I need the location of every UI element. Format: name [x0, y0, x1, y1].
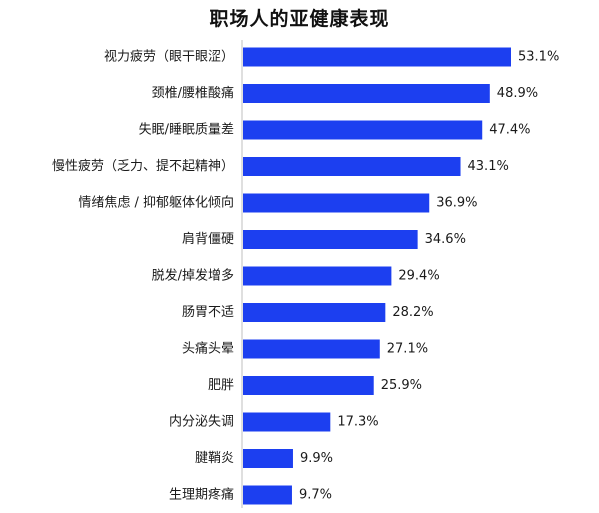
category-label-11: 腱鞘炎: [195, 451, 234, 466]
bar-10: [243, 412, 331, 432]
category-label-7: 肠胃不适: [182, 305, 234, 320]
category-label-3: 慢性疲劳（乏力、提不起精神）: [52, 158, 234, 174]
value-label-10: 17.3%: [337, 415, 378, 430]
value-label-1: 48.9%: [497, 86, 538, 101]
bar-4: [243, 193, 430, 213]
category-label-12: 生理期疼痛: [169, 487, 234, 503]
bar-1: [243, 84, 490, 103]
category-label-0: 视力疲劳（眼干眼涩）: [104, 49, 234, 65]
value-label-9: 25.9%: [381, 378, 422, 393]
value-label-2: 47.4%: [489, 123, 530, 138]
value-labels-group: 53.1% 48.9% 47.4% 43.1% 36.9% 34.6% 29.4% 28.2%…: [299, 50, 559, 503]
category-label-6: 脱发/掉发增多: [152, 268, 234, 284]
bar-9: [243, 376, 374, 395]
bar-2: [243, 120, 483, 140]
value-label-0: 53.1%: [518, 50, 559, 65]
chart-title: 职场人的亚健康表现: [209, 8, 390, 30]
category-label-10: 内分泌失调: [169, 414, 234, 430]
bar-3: [243, 157, 461, 176]
bar-8: [243, 339, 380, 359]
value-label-5: 34.6%: [425, 232, 466, 247]
bar-0: [243, 47, 511, 67]
value-label-7: 28.2%: [392, 305, 433, 320]
value-label-8: 27.1%: [387, 342, 428, 357]
bar-5: [243, 230, 418, 249]
value-label-12: 9.7%: [299, 488, 332, 503]
category-label-5: 肩背僵硬: [182, 231, 234, 247]
bar-6: [243, 266, 392, 286]
bar-7: [243, 303, 386, 322]
value-label-11: 9.9%: [300, 451, 333, 466]
category-label-8: 头痛头晕: [182, 341, 234, 357]
value-label-6: 29.4%: [398, 269, 439, 284]
bars-group: [243, 47, 511, 505]
value-label-3: 43.1%: [468, 159, 509, 174]
category-label-4: 情绪焦虑 / 抑郁躯体化倾向: [78, 195, 234, 211]
category-label-1: 颈椎/腰椎酸痛: [152, 85, 234, 101]
bar-12: [243, 485, 292, 505]
value-label-4: 36.9%: [436, 196, 477, 211]
category-label-2: 失眠/睡眠质量差: [139, 123, 234, 138]
bar-11: [243, 449, 293, 468]
category-label-9: 肥胖: [208, 378, 234, 393]
